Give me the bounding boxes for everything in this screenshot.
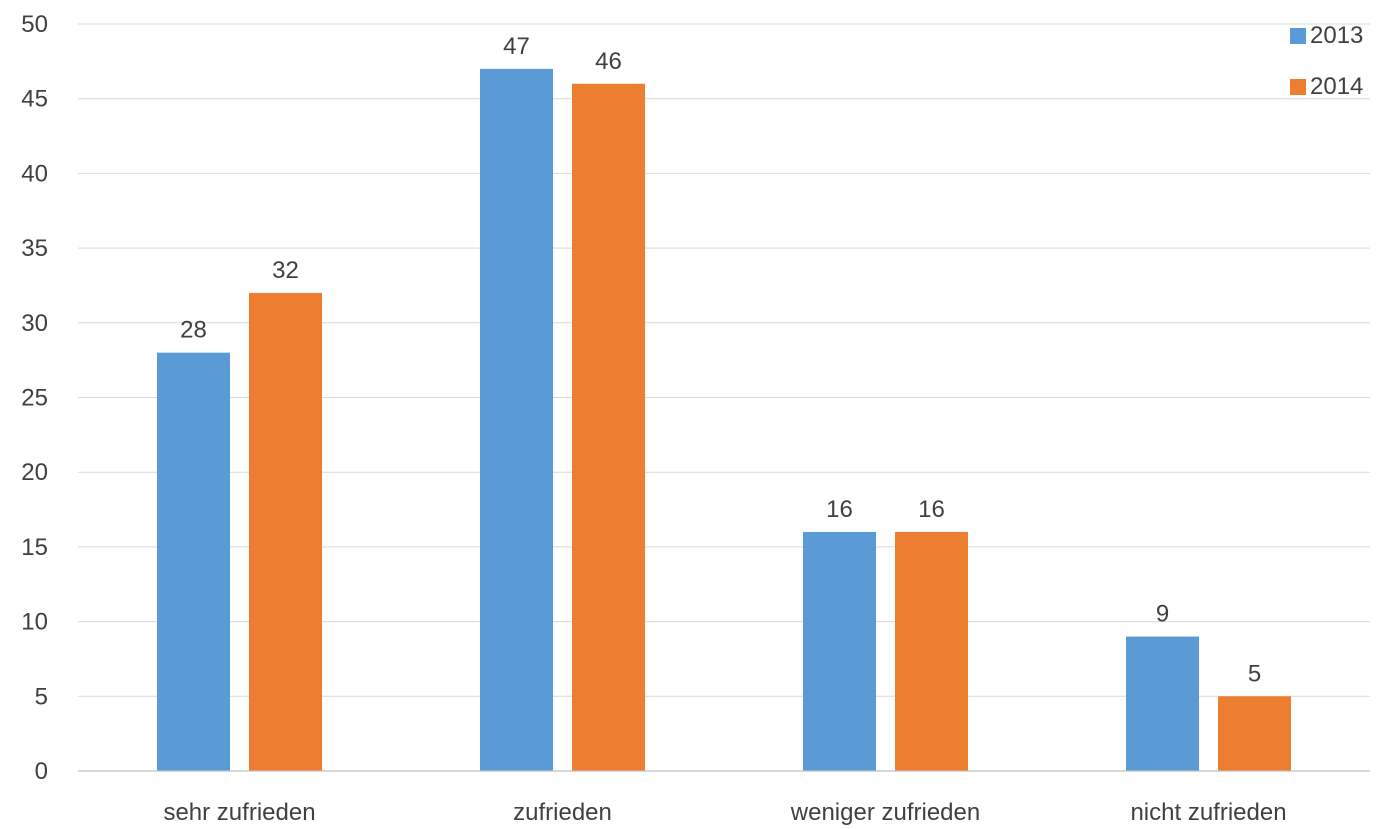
legend-label: 2013 (1310, 22, 1363, 49)
legend-label: 2014 (1310, 73, 1363, 100)
bars (157, 68, 1291, 771)
bar (1218, 696, 1291, 771)
x-category-label: nicht zufrieden (1130, 799, 1286, 826)
data-label: 16 (918, 496, 945, 523)
y-tick-label: 50 (21, 11, 48, 38)
y-tick-label: 35 (21, 235, 48, 262)
x-category-label: sehr zufrieden (163, 799, 315, 826)
data-label: 9 (1156, 601, 1169, 628)
y-tick-label: 15 (21, 534, 48, 561)
data-label: 46 (595, 48, 622, 75)
bar (803, 531, 876, 771)
bar (157, 352, 230, 771)
y-tick-label: 5 (35, 683, 48, 710)
x-category-label: zufrieden (513, 799, 612, 826)
bar (572, 83, 645, 771)
y-tick-label: 30 (21, 310, 48, 337)
y-tick-label: 40 (21, 160, 48, 187)
y-tick-label: 20 (21, 459, 48, 486)
y-tick-label: 45 (21, 86, 48, 113)
data-label: 32 (272, 257, 299, 284)
data-label: 47 (503, 33, 530, 60)
bar (480, 68, 553, 771)
data-labels: 28 32 47 46 16 16 9 5 (180, 33, 1261, 687)
y-axis-tick-labels: 0 5 10 15 20 25 30 35 40 45 50 (21, 11, 48, 785)
y-tick-label: 10 (21, 609, 48, 636)
x-axis-category-labels: sehr zufrieden zufrieden weniger zufrieden… (163, 799, 1286, 826)
legend: 2013 2014 (1290, 22, 1363, 100)
legend-swatch (1290, 28, 1306, 44)
y-tick-label: 25 (21, 385, 48, 412)
bar (895, 531, 968, 771)
y-tick-label: 0 (35, 758, 48, 785)
legend-swatch (1290, 79, 1306, 95)
data-label: 28 (180, 317, 207, 344)
bar (249, 292, 322, 771)
data-label: 5 (1248, 660, 1261, 687)
bar (1126, 636, 1199, 771)
data-label: 16 (826, 496, 853, 523)
x-category-label: weniger zufrieden (790, 799, 980, 826)
